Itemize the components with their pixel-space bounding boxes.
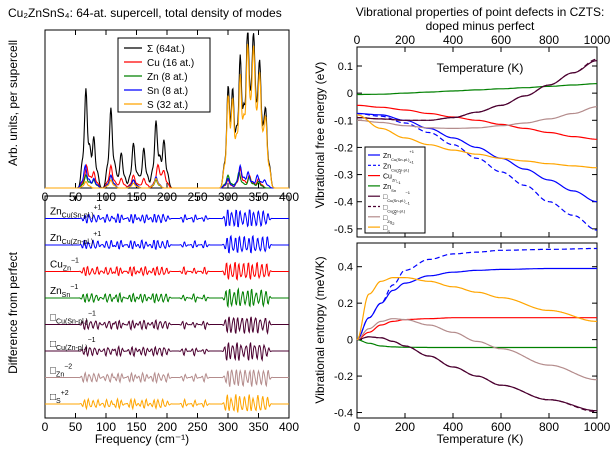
y-tick-label: -0.4 bbox=[334, 408, 353, 420]
diff-series-tag: ZnCu(Zn-pl.)+1 bbox=[50, 231, 101, 246]
free-energy-legend-label: □Cu(Zn-pl.)−1 bbox=[383, 201, 411, 214]
free-energy-series-line bbox=[356, 112, 598, 231]
free-energy-legend-label: ZnCu(Zn-pl.)+1 bbox=[383, 159, 415, 172]
free-energy-legend-label: ZnSn−1 bbox=[383, 180, 401, 193]
free-energy-series-line bbox=[357, 83, 598, 96]
free-energy-series-line bbox=[356, 114, 598, 169]
x-tick-label: 600 bbox=[491, 33, 511, 47]
entropy-series-line bbox=[356, 277, 597, 341]
free-energy-y-label: Vibrational free energy (eV) bbox=[313, 62, 327, 209]
entropy-series-line bbox=[356, 317, 597, 341]
free-energy-legend-label: ZnCu(Sn-pl.)+1 bbox=[383, 149, 415, 162]
y-tick-label: -0.5 bbox=[334, 224, 353, 236]
y-tick-label: 0.2 bbox=[338, 298, 353, 310]
diff-series-line bbox=[45, 234, 289, 254]
x-tick-label: 400 bbox=[443, 33, 463, 47]
free-energy-series-line bbox=[357, 104, 598, 140]
free-energy-legend-box bbox=[364, 146, 426, 234]
free-energy-series-line bbox=[357, 106, 598, 129]
diff-series-tag: ZnCu(Sn-pl.)+1 bbox=[50, 205, 102, 220]
entropy-y-label: Vibrational entropy (meV/K) bbox=[313, 256, 327, 403]
x-tick-label: 50 bbox=[69, 420, 83, 434]
left-title: Cu₂ZnSnS₄: 64-at. supercell, total densi… bbox=[8, 6, 282, 20]
dos-legend-label: Sn (8 at.) bbox=[147, 86, 188, 97]
diff-series-line bbox=[45, 287, 289, 309]
y-tick-label: -0.2 bbox=[334, 142, 353, 154]
x-tick-label: 0 bbox=[42, 420, 49, 434]
y-tick-label: 0 bbox=[347, 88, 353, 100]
x-tick-label: 200 bbox=[395, 420, 415, 434]
x-tick-label: 0 bbox=[354, 33, 361, 47]
free-energy-legend-label: □S+2 bbox=[383, 221, 395, 234]
temp-top-x-label: Temperature (K) bbox=[437, 61, 524, 75]
y-tick-label: -0.4 bbox=[334, 197, 353, 209]
right-title-line1: Vibrational properties of point defects … bbox=[356, 5, 605, 19]
temp-bottom-x-label: Temperature (K) bbox=[437, 432, 524, 446]
x-tick-label: 1000 bbox=[584, 420, 611, 434]
x-tick-label: 800 bbox=[539, 33, 559, 47]
diff-series-line bbox=[45, 209, 289, 228]
entropy-series-line bbox=[356, 318, 597, 381]
diff-series-tag: □S+2 bbox=[50, 390, 69, 405]
free-energy-legend-label: □Zn−2 bbox=[383, 211, 397, 224]
free-energy-legend-label: CuZn−1 bbox=[383, 170, 402, 183]
diff-series-line bbox=[45, 316, 289, 335]
entropy-panel-frame bbox=[356, 242, 598, 419]
x-tick-label: 200 bbox=[395, 33, 415, 47]
right-title-line2: doped minus perfect bbox=[426, 19, 535, 33]
x-tick-label: 400 bbox=[443, 420, 463, 434]
x-tick-label: 250 bbox=[187, 420, 207, 434]
diff-series-tag: ZnSn−1 bbox=[50, 284, 78, 299]
diff-series-tag: CuZn−1 bbox=[50, 258, 79, 273]
diff-series-line bbox=[45, 394, 289, 413]
x-tick-label: 600 bbox=[491, 420, 511, 434]
free-energy-series-line bbox=[357, 58, 598, 121]
diff-series-line bbox=[45, 369, 289, 388]
x-tick-label: 800 bbox=[539, 420, 559, 434]
x-tick-label: 200 bbox=[157, 420, 177, 434]
x-tick-label: 150 bbox=[126, 420, 146, 434]
y-tick-label: -0.3 bbox=[334, 170, 353, 182]
free-energy-panel-frame bbox=[356, 46, 598, 238]
y-tick-label: -0.1 bbox=[334, 115, 353, 127]
diff-series-tag: □Cu(Zn-pl.)−1 bbox=[50, 337, 96, 352]
x-tick-label: 0 bbox=[354, 420, 361, 434]
dos-legend-label: S (32 at.) bbox=[147, 100, 188, 111]
entropy-series-line bbox=[356, 339, 597, 349]
dos-legend-label: Σ (64at.) bbox=[147, 44, 185, 55]
diff-series-line bbox=[45, 261, 289, 281]
x-tick-label: 350 bbox=[248, 420, 268, 434]
dos-series-line bbox=[45, 43, 289, 189]
y-tick-label: 0.1 bbox=[338, 61, 353, 73]
dos-legend-label: Cu (16 at.) bbox=[147, 58, 194, 69]
y-tick-label: 0 bbox=[347, 335, 353, 347]
y-tick-label: -0.2 bbox=[334, 371, 353, 383]
entropy-series-line bbox=[356, 247, 597, 341]
free-energy-series-line bbox=[357, 112, 598, 203]
diff-y-label: Difference from perfect bbox=[6, 251, 20, 373]
dos-legend-box bbox=[117, 37, 211, 113]
x-tick-label: 100 bbox=[96, 420, 116, 434]
entropy-series-line bbox=[356, 267, 597, 341]
free-energy-legend-label: □Cu(Sn-pl.)−1 bbox=[383, 190, 411, 203]
dos-series-line bbox=[45, 32, 289, 189]
diff-series-line bbox=[45, 342, 289, 362]
y-tick-label: 0.4 bbox=[338, 262, 353, 274]
x-tick-label: 300 bbox=[218, 420, 238, 434]
dos-y-label: Arb. units, per supercell bbox=[6, 40, 20, 166]
diff-series-tag: □Cu(Sn-pl.)−1 bbox=[50, 311, 96, 326]
entropy-series-line bbox=[356, 336, 597, 413]
x-tick-label: 400 bbox=[279, 420, 299, 434]
diff-series-tag: □Zn−2 bbox=[50, 364, 72, 379]
freq-x-label: Frequency (cm⁻¹) bbox=[95, 432, 189, 446]
x-tick-label: 1000 bbox=[584, 33, 611, 47]
dos-legend-label: Zn (8 at.) bbox=[147, 72, 188, 83]
